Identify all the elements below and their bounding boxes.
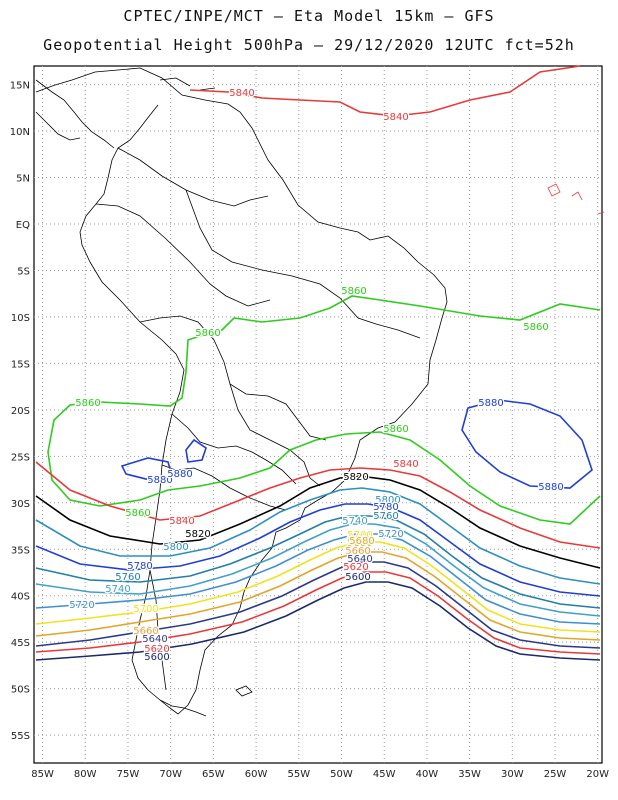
lat-tick-label: 5N bbox=[16, 174, 30, 185]
contour-label: 5600 bbox=[345, 572, 370, 583]
contour-label: 5700 bbox=[133, 604, 158, 615]
lon-tick-label: 55W bbox=[287, 769, 310, 780]
contour-5860-south bbox=[167, 431, 601, 525]
contour-5780-wave bbox=[35, 503, 601, 597]
longitude-labels: 85W 80W 75W 70W 65W 60W 55W 50W 45W 40W 35W 30W 25W 2… bbox=[31, 769, 609, 780]
lon-tick-label: 25W bbox=[544, 769, 567, 780]
contour-5660-wave bbox=[35, 561, 601, 649]
contour-5880-high bbox=[461, 399, 593, 489]
contour-5640-wave bbox=[35, 571, 601, 655]
contour-5880-small bbox=[120, 457, 174, 481]
contour-5800-wave bbox=[35, 487, 601, 585]
contour-label: 5720 bbox=[378, 529, 403, 540]
lon-tick-label: 45W bbox=[373, 769, 396, 780]
contour-label: 5680 bbox=[347, 538, 372, 549]
lon-tick-label: 50W bbox=[330, 769, 353, 780]
lon-tick-label: 20W bbox=[586, 769, 609, 780]
contour-label: 5660 bbox=[345, 546, 370, 557]
contour-label: 5640 bbox=[142, 634, 167, 645]
lat-tick-label: 15N bbox=[10, 81, 30, 92]
lat-tick-label: 40S bbox=[11, 592, 30, 603]
contour-label: 5840 bbox=[229, 88, 254, 99]
contour-label: 5820 bbox=[343, 472, 368, 483]
contour-label: 5620 bbox=[343, 562, 368, 573]
contour-label: 5620 bbox=[144, 644, 169, 655]
contour-label: 5700 bbox=[347, 530, 372, 541]
lon-tick-label: 35W bbox=[458, 769, 481, 780]
contour-label: 5600 bbox=[144, 652, 169, 663]
latitude-labels: 15N 10N 5N EQ 5S 10S 15S 20S 25S 30S 35S 40S 45S 50S 5… bbox=[10, 81, 30, 743]
lat-tick-label: 20S bbox=[11, 406, 30, 417]
contour-labels: 5840584058605860586058605860586058805880… bbox=[68, 87, 565, 665]
contour-5740-wave bbox=[35, 523, 601, 617]
lat-tick-label: 30S bbox=[11, 499, 30, 510]
lat-tick-label: 50S bbox=[11, 685, 30, 696]
contour-5700-wave bbox=[35, 541, 601, 633]
lat-tick-label: 10S bbox=[11, 313, 30, 324]
contour-label: 5800 bbox=[375, 495, 400, 506]
contour-label: 5860 bbox=[523, 322, 548, 333]
contour-label: 5780 bbox=[373, 502, 398, 513]
lat-tick-label: EQ bbox=[16, 220, 30, 231]
contour-label: 5840 bbox=[169, 516, 194, 527]
map-frame bbox=[33, 65, 603, 764]
contour-lines bbox=[35, 65, 601, 661]
contour-label: 5720 bbox=[69, 600, 94, 611]
lat-tick-label: 35S bbox=[11, 545, 30, 556]
contour-5860-north bbox=[47, 295, 601, 507]
contour-label: 5880 bbox=[147, 475, 172, 486]
graticule bbox=[34, 66, 602, 763]
contour-label: 5820 bbox=[185, 529, 210, 540]
contour-label: 5780 bbox=[127, 561, 152, 572]
contour-label: 5840 bbox=[393, 459, 418, 470]
contour-5820-wave bbox=[35, 475, 601, 569]
contour-label: 5660 bbox=[133, 626, 158, 637]
contour-label: 5740 bbox=[342, 516, 367, 527]
contour-5840-north bbox=[189, 65, 581, 117]
coastline bbox=[35, 67, 605, 717]
contour-label: 5860 bbox=[125, 508, 150, 519]
lon-tick-label: 70W bbox=[159, 769, 182, 780]
contour-label: 5880 bbox=[538, 482, 563, 493]
contour-5760-wave bbox=[35, 515, 601, 609]
map-subtitle: Geopotential Height 500hPa – 29/12/2020 … bbox=[43, 36, 575, 54]
contour-5680-wave bbox=[35, 551, 601, 641]
lon-tick-label: 80W bbox=[74, 769, 97, 780]
lon-tick-label: 40W bbox=[416, 769, 439, 780]
map-title: CPTEC/INPE/MCT – Eta Model 15km – GFS bbox=[123, 7, 495, 25]
contour-label: 5840 bbox=[383, 112, 408, 123]
contour-label: 5860 bbox=[195, 328, 220, 339]
contour-label: 5760 bbox=[373, 511, 398, 522]
contour-5840-wave bbox=[35, 461, 601, 549]
contour-label: 5860 bbox=[75, 398, 100, 409]
lat-tick-label: 15S bbox=[11, 359, 30, 370]
contour-label: 5880 bbox=[478, 398, 503, 409]
contour-5880-andes bbox=[185, 438, 207, 463]
contour-label: 5860 bbox=[341, 286, 366, 297]
lon-tick-label: 75W bbox=[117, 769, 140, 780]
lon-tick-label: 30W bbox=[501, 769, 524, 780]
contour-label: 5860 bbox=[383, 424, 408, 435]
contour-label: 5800 bbox=[163, 542, 188, 553]
contour-label: 5640 bbox=[347, 554, 372, 565]
contour-label: 5680 bbox=[349, 536, 374, 547]
lat-tick-label: 55S bbox=[11, 731, 30, 742]
lon-tick-label: 85W bbox=[31, 769, 54, 780]
lat-tick-label: 10N bbox=[10, 127, 30, 138]
contour-5620-wave bbox=[35, 581, 601, 661]
lat-tick-label: 45S bbox=[11, 638, 30, 649]
lon-tick-label: 60W bbox=[245, 769, 268, 780]
lon-tick-label: 65W bbox=[202, 769, 225, 780]
lat-tick-label: 5S bbox=[17, 266, 30, 277]
lat-tick-label: 25S bbox=[11, 452, 30, 463]
contour-label: 5880 bbox=[167, 469, 192, 480]
contour-label: 5740 bbox=[105, 584, 130, 595]
contour-5720-wave bbox=[35, 533, 601, 625]
contour-label: 5760 bbox=[115, 572, 140, 583]
